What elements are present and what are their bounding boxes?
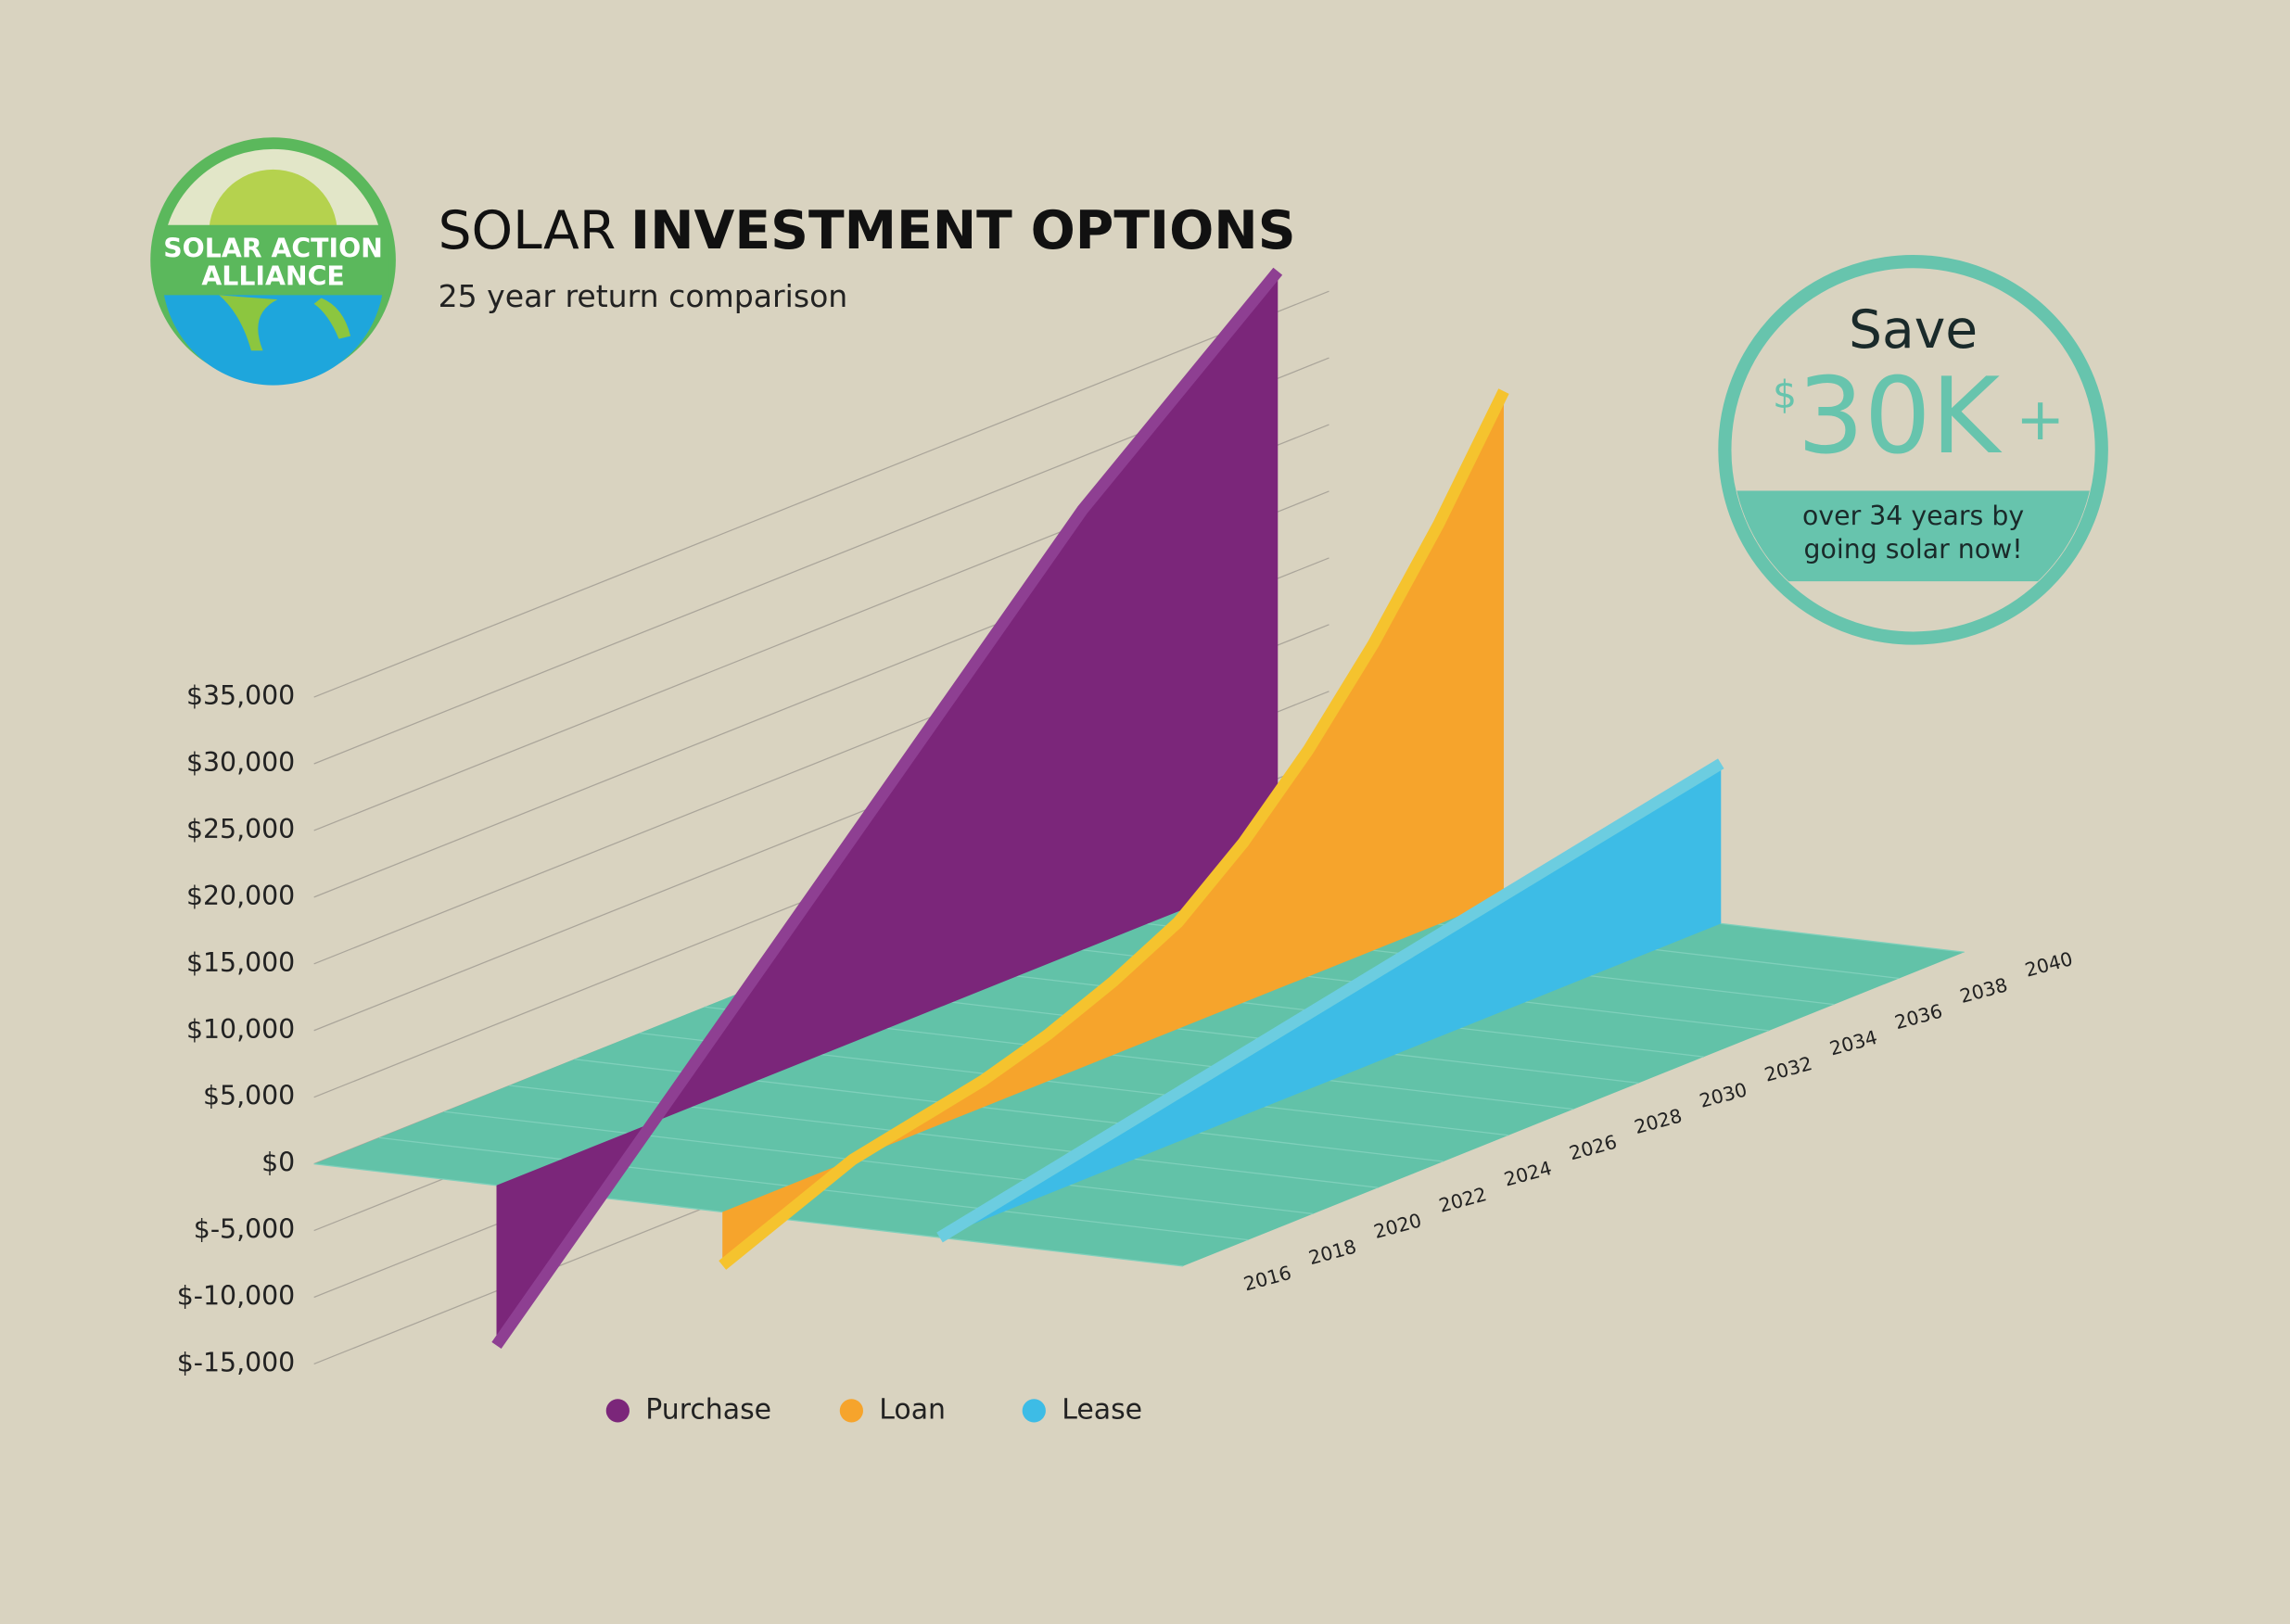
y-tick-label: $15,000	[186, 947, 295, 978]
y-tick-label: $30,000	[186, 747, 295, 778]
y-tick-label: $-5,000	[194, 1214, 295, 1245]
x-grid-line	[444, 1110, 1314, 1215]
badge-note: over 34 years by	[1802, 501, 2024, 531]
series-top	[936, 758, 1724, 1243]
y-tick-label: $10,000	[186, 1014, 295, 1045]
badge-plus: +	[2016, 386, 2065, 453]
y-tick-label: $0	[261, 1148, 295, 1178]
logo: SOLAR ACTION ALLIANCE	[150, 137, 396, 386]
legend-label: Purchase	[645, 1393, 771, 1426]
legend-label: Loan	[879, 1393, 946, 1426]
title-bold: INVESTMENT OPTIONS	[630, 200, 1296, 261]
badge-save: Save	[1849, 299, 1978, 361]
y-tick-label: $5,000	[203, 1081, 295, 1111]
series-area	[722, 391, 1504, 1266]
logo-land	[219, 295, 351, 351]
chart-subtitle: 25 year return comparison	[439, 278, 848, 314]
chart-title: SOLAR INVESTMENT OPTIONS	[439, 200, 1296, 261]
badge: Save $ 30K + over 34 years by going sola…	[1718, 255, 2108, 645]
series-top	[491, 267, 1283, 1350]
grid-line	[313, 290, 1329, 698]
legend-swatch	[605, 1399, 630, 1423]
logo-band	[158, 224, 389, 296]
y-tick-label: $-10,000	[177, 1281, 295, 1312]
badge-band	[1732, 490, 2094, 582]
legend: Purchase Loan Lease	[605, 1393, 1142, 1426]
badge-currency: $	[1773, 373, 1797, 417]
series-top	[719, 388, 1509, 1270]
badge-note: going solar now!	[1804, 534, 2023, 565]
y-tick-label: $35,000	[186, 680, 295, 711]
logo-text: SOLAR ACTION	[163, 234, 383, 264]
y-tick-label: $25,000	[186, 814, 295, 844]
title-light: SOLAR	[439, 200, 617, 261]
plot: $-15,000 $-10,000 $-5,000 $0 $5,000 $10,000 $1…	[177, 267, 2075, 1377]
logo-text: ALLIANCE	[201, 260, 344, 291]
y-tick-label: $20,000	[186, 881, 295, 911]
x-grid-line	[509, 1085, 1379, 1188]
legend-swatch	[839, 1399, 863, 1423]
legend-swatch	[1022, 1399, 1046, 1423]
y-tick-label: $-15,000	[177, 1347, 295, 1377]
legend-label: Lease	[1062, 1393, 1142, 1426]
badge-amount: 30K	[1797, 355, 2002, 477]
badge-ring	[1718, 255, 2108, 645]
